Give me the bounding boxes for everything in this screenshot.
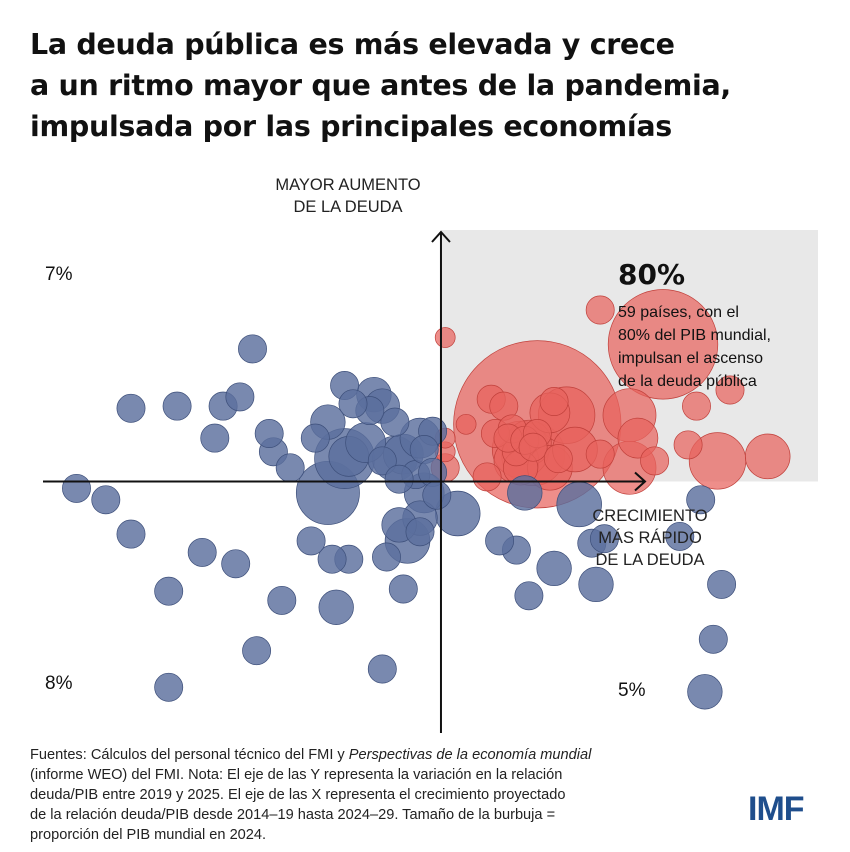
bubble-blue bbox=[384, 464, 414, 494]
bubble-blue bbox=[485, 526, 515, 556]
bubble-red bbox=[673, 430, 703, 460]
source-note: Fuentes: Cálculos del personal técnico d… bbox=[30, 745, 730, 845]
quadrant-label-bottom-left: 8% bbox=[45, 673, 73, 694]
bubble-blue bbox=[300, 423, 330, 453]
bubble-blue bbox=[238, 334, 267, 364]
bubble-blue bbox=[388, 574, 418, 604]
bubble-blue bbox=[187, 537, 217, 567]
x-axis-label: CRECIMIENTO MÁS RÁPIDO DE LA DEUDA bbox=[550, 505, 750, 571]
callout-line-2: 80% del PIB mundial, bbox=[618, 327, 771, 344]
note-italic-title: Perspectivas de la economía mundial bbox=[348, 747, 592, 763]
note-line-2: (informe WEO) del FMI. Nota: El eje de l… bbox=[30, 767, 563, 783]
note-line-4: de la relación deuda/PIB desde 2014–19 h… bbox=[30, 807, 556, 823]
bubble-red bbox=[455, 413, 477, 435]
note-line-1: Fuentes: Cálculos del personal técnico d… bbox=[30, 745, 730, 765]
quadrant-label-top-left: 7% bbox=[45, 264, 73, 285]
note-line-1-text: Fuentes: Cálculos del personal técnico d… bbox=[30, 747, 349, 763]
x-axis-label-line-3: DE LA DEUDA bbox=[595, 551, 705, 569]
y-axis-label-line-1: MAYOR AUMENTO bbox=[275, 176, 421, 194]
title-line-3: impulsada por las principales economías bbox=[30, 110, 672, 143]
bubble-blue bbox=[116, 519, 146, 549]
axes bbox=[43, 230, 647, 733]
bubble-red bbox=[539, 387, 569, 416]
bubble-blue bbox=[221, 549, 251, 579]
title-line-1: La deuda pública es más elevada y crece bbox=[30, 28, 675, 61]
bubble-blue bbox=[405, 517, 435, 547]
bubble-blue bbox=[296, 526, 326, 556]
title-line-2: a un ritmo mayor que antes de la pandemi… bbox=[30, 69, 731, 102]
bubble-blue bbox=[154, 576, 184, 606]
bubble-blue bbox=[686, 485, 716, 515]
bubble-red bbox=[585, 295, 615, 325]
chart-title: La deuda pública es más elevada y crece … bbox=[30, 24, 820, 147]
bubble-red bbox=[472, 462, 502, 492]
x-axis-label-line-1: CRECIMIENTO bbox=[592, 507, 708, 525]
bubble-red bbox=[518, 432, 548, 462]
bubble-blue bbox=[318, 589, 354, 625]
callout-line-3: impulsan el ascenso bbox=[618, 350, 763, 367]
callout-value: 80% bbox=[618, 258, 686, 291]
bubble-blue bbox=[154, 672, 184, 702]
bubble-blue bbox=[687, 674, 723, 710]
note-line-3: deuda/PIB entre 2019 y 2025. El eje de l… bbox=[30, 787, 566, 803]
bubble-blue bbox=[200, 423, 230, 453]
bubble-blue bbox=[367, 654, 397, 684]
bubble-blue bbox=[507, 475, 543, 511]
bubble-blue bbox=[367, 446, 397, 476]
bubble-blue bbox=[698, 624, 728, 654]
callout-line-4: de la deuda pública bbox=[618, 373, 757, 390]
bubble-blue bbox=[372, 542, 401, 572]
bubble-blue bbox=[665, 521, 695, 551]
bubble-red bbox=[744, 433, 791, 480]
bubble-red bbox=[543, 444, 573, 474]
y-axis-arrowhead bbox=[431, 230, 451, 243]
quadrant-label-bottom-right: 5% bbox=[618, 680, 646, 701]
bubble-blue bbox=[317, 544, 347, 574]
bubble-blue bbox=[380, 407, 410, 437]
bubble-red bbox=[715, 375, 745, 405]
bubble-blue bbox=[225, 382, 255, 412]
bubble-blue bbox=[91, 485, 121, 515]
bubble-blue bbox=[254, 419, 284, 448]
bubble-red bbox=[682, 391, 711, 421]
x-axis-arrowhead bbox=[634, 471, 647, 492]
bubble-blue bbox=[707, 569, 737, 599]
bubble-blue bbox=[267, 585, 297, 615]
bubble-blue bbox=[62, 473, 91, 503]
imf-logo: IMF bbox=[748, 790, 805, 828]
y-axis-label-line-2: DE LA DEUDA bbox=[293, 198, 403, 216]
bubble-blue bbox=[162, 391, 192, 421]
bubble-blue bbox=[578, 566, 614, 603]
callout-line-1: 59 países, con el bbox=[618, 304, 739, 321]
y-axis-label: MAYOR AUMENTO DE LA DEUDA bbox=[248, 174, 448, 218]
callout-text: 59 países, con el 80% del PIB mundial, i… bbox=[618, 301, 818, 393]
bubble-red bbox=[607, 289, 719, 400]
bubble-blue bbox=[275, 453, 305, 483]
x-axis-label-line-2: MÁS RÁPIDO bbox=[598, 529, 702, 547]
bubble-red bbox=[434, 327, 456, 348]
bubble-blue bbox=[514, 581, 544, 611]
note-line-5: proporción del PIB mundial en 2024. bbox=[30, 827, 267, 843]
bubble-blue bbox=[589, 524, 619, 554]
bubble-blue bbox=[116, 393, 146, 423]
bubble-blue bbox=[242, 636, 272, 666]
bubble-red bbox=[585, 439, 615, 469]
bubble-red bbox=[640, 446, 670, 476]
bubble-blue bbox=[338, 389, 368, 419]
bubble-blue bbox=[536, 550, 572, 587]
bubble-blue bbox=[422, 480, 452, 510]
